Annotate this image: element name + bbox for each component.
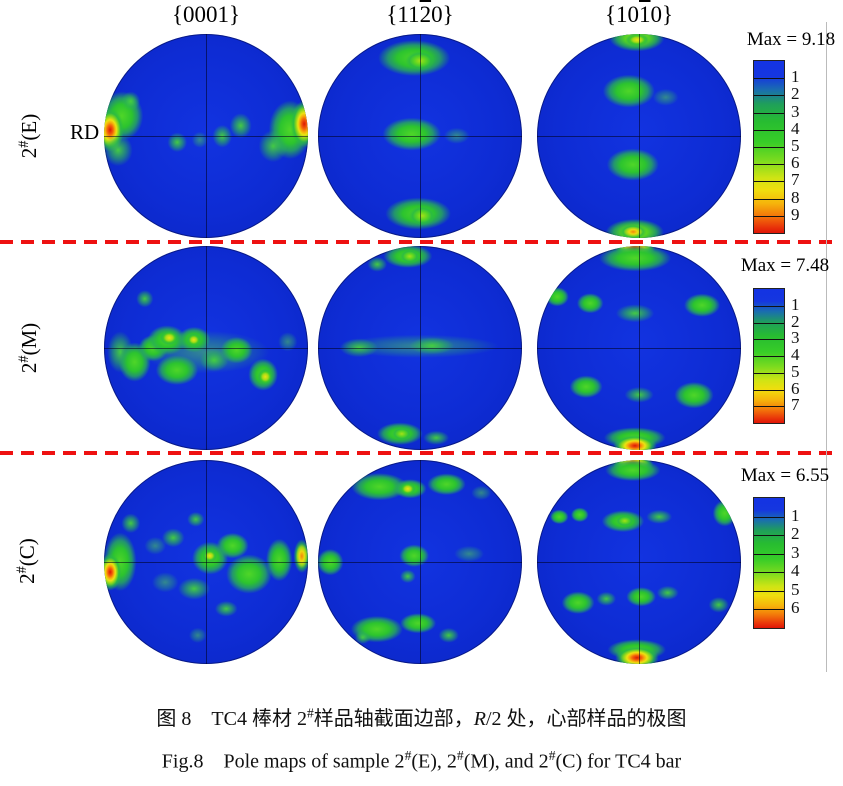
pole-figure-blobs [537,34,741,238]
pole-figure-blobs [318,34,522,238]
pole-figure-C-1010 [537,460,741,664]
vertical-axis-line [420,246,421,450]
scale-tick-line [754,389,784,391]
pole-figure-M-0001 [104,246,308,450]
scale-tick-label: 6 [791,378,800,398]
pole-figure-E-1010 [537,34,741,238]
scale-tick-line [754,305,784,307]
scale-tick-line [754,339,784,341]
scale-tick-line [754,78,784,80]
scale-tick-line [754,572,784,574]
pole-figure-M-1010 [537,246,741,450]
scale-tick-label: 4 [791,561,800,581]
scale-tick-label: 6 [791,598,800,618]
row-separator-dashed-line [0,240,832,244]
scale-tick-label: 5 [791,136,800,155]
scale-tick-line [754,147,784,148]
scale-tick-label: 9 [791,204,800,224]
pole-figure-blobs [537,460,741,664]
row-label-2M: 2#(M) [16,322,41,374]
vertical-axis-line [639,246,640,450]
pole-figure-blobs [537,246,741,450]
pole-figure-blobs [104,246,308,450]
scale-tick-line [754,609,784,611]
scale-tick-label: 2 [791,524,800,544]
row-label-2E: 2#(E) [16,113,41,159]
pole-figure-E-1120 [318,34,522,238]
scale-tick-line [754,215,784,217]
pole-figure-C-1120 [318,460,522,664]
pole-figure-E-0001 [104,34,308,238]
scale-tick-line [754,322,784,324]
pole-figure-M-1120 [318,246,522,450]
vertical-axis-line [206,246,207,450]
vertical-axis-line [639,460,640,664]
scale-tick-label: 1 [791,294,800,314]
scale-tick-line [754,372,784,374]
scale-tick-label: 2 [791,311,800,331]
scale-tick-label: 4 [791,118,800,138]
vertical-axis-line [206,34,207,238]
vertical-axis-line [639,34,640,238]
vertical-axis-line [420,34,421,238]
max-value-label-row2: Max = 7.48 [740,255,830,276]
scale-tick-line [754,406,784,408]
scale-tick-label: 2 [791,84,800,104]
caption-english: Fig.8 Pole maps of sample 2#(E), 2#(M), … [161,748,682,773]
scale-tick-line [754,516,784,518]
scale-tick-line [754,535,784,537]
column-header-1120: {1120} [386,2,454,27]
scale-tick-label: 3 [791,101,800,121]
scale-tick-label: 1 [791,505,800,525]
scale-tick-label: 3 [791,328,800,348]
scale-tick-line [754,112,784,114]
scale-tick-line [754,356,784,357]
scale-tick-label: 7 [791,395,800,415]
scale-tick-label: 5 [791,361,800,381]
max-value-label-row3: Max = 6.55 [740,465,830,486]
row-separator-dashed-line [0,451,832,455]
vertical-axis-line [420,460,421,664]
caption-chinese: 图 8 TC4 棒材 2#样品轴截面边部，R/2 处，心部样品的极图 [156,705,687,730]
pole-figure-C-0001 [104,460,308,664]
scale-tick-label: 7 [791,170,800,190]
scale-tick-line [754,95,784,97]
scale-tick-label: 5 [791,579,800,599]
scale-tick-label: 8 [791,187,800,207]
scale-tick-label: 3 [791,542,800,562]
scale-tick-line [754,164,784,166]
scale-tick-line [754,553,784,555]
scale-tick-line [754,198,784,200]
scale-tick-line [754,129,784,131]
scale-tick-label: 4 [791,345,800,364]
column-header-1010: {1010} [604,2,674,27]
scale-tick-line [754,181,784,183]
rd-axis-label: RD [70,120,100,144]
column-header-0001: {0001} [171,2,241,27]
max-value-label-row1: Max = 9.18 [746,29,836,50]
vertical-axis-line [206,460,207,664]
row-label-2C: 2#(C) [14,538,39,584]
page-border-line [826,22,827,672]
scale-tick-line [754,590,784,592]
pole-figure-blobs [104,34,308,238]
scale-tick-label: 1 [791,67,800,87]
scale-tick-label: 6 [791,153,800,173]
